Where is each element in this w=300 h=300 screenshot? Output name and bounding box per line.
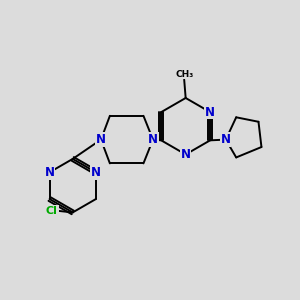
Text: N: N — [91, 166, 101, 179]
Text: CH₃: CH₃ — [175, 70, 193, 79]
Text: Cl: Cl — [46, 206, 58, 216]
Text: N: N — [96, 133, 106, 146]
Text: N: N — [148, 133, 158, 146]
Text: N: N — [221, 133, 231, 146]
Text: N: N — [205, 106, 215, 118]
Text: N: N — [45, 166, 55, 179]
Text: N: N — [181, 148, 191, 161]
